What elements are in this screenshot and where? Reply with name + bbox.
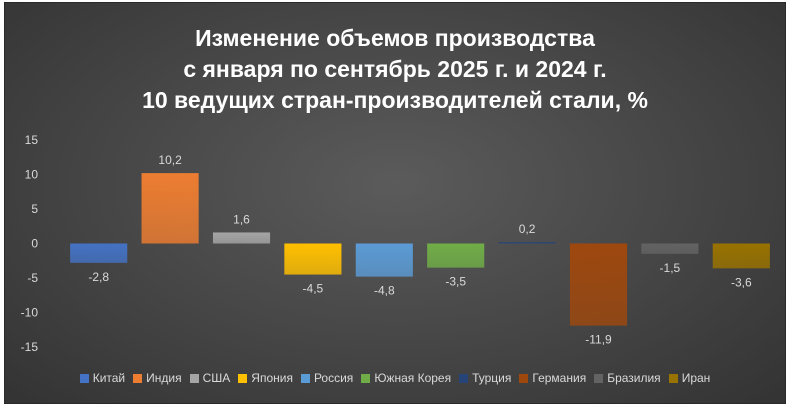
chart-legend: Китай Индия США Япония Россия Южная Корея Турц… (5, 371, 785, 385)
y-tick-label: -5 (27, 271, 38, 285)
legend-item: Германия (519, 371, 586, 385)
legend-item: США (189, 371, 231, 385)
legend-label: Иран (681, 371, 711, 385)
legend-label: Китай (92, 371, 126, 385)
legend-swatch (594, 373, 604, 383)
data-label: 10,2 (158, 153, 182, 167)
legend-label: Турция (472, 371, 512, 385)
y-tick-label: 0 (31, 237, 38, 251)
bar-9 (712, 243, 770, 269)
y-tick-label: -15 (21, 340, 39, 354)
data-label: -2,8 (88, 270, 109, 284)
legend-swatch (300, 373, 310, 383)
legend-label: Бразилия (607, 371, 661, 385)
bar-2 (212, 232, 271, 244)
legend-item: Турция (459, 371, 511, 385)
bar-7 (569, 243, 628, 326)
data-label: -11,9 (585, 333, 612, 347)
data-label: -3,5 (445, 275, 466, 289)
legend-item: Бразилия (594, 371, 661, 385)
legend-swatch (519, 373, 529, 383)
legend-swatch (361, 373, 371, 383)
bar-1 (141, 173, 199, 244)
legend-swatch (133, 373, 143, 383)
data-label: -1,5 (660, 261, 681, 275)
bar-8 (641, 243, 699, 254)
legend-label: США (202, 371, 231, 385)
data-label: 0,2 (519, 222, 536, 236)
y-tick-label: -10 (21, 306, 39, 320)
legend-label: Япония (251, 371, 293, 385)
data-label: -3,6 (731, 275, 752, 289)
legend-label: Индия (146, 371, 182, 385)
legend-swatch (459, 373, 469, 383)
legend-swatch (189, 373, 199, 383)
legend-label: Россия (313, 371, 354, 385)
data-label: -4,8 (374, 284, 395, 298)
y-tick-label: 10 (25, 168, 39, 182)
legend-swatch (79, 373, 89, 383)
legend-swatch (668, 373, 678, 383)
legend-item: Китай (79, 371, 126, 385)
legend-item: Южная Корея (361, 371, 451, 385)
bar-0 (70, 243, 128, 263)
chart-title-line-2: с января по сентябрь 2025 г. и 2024 г. (183, 56, 607, 82)
bar-4 (355, 243, 413, 277)
chart-area: 15 10 5 0 -5 -10 -15 -2,8 10,2 1,6 -4,5 -4,8 -3,5 0,2… (4, 2, 786, 404)
legend-item: Индия (133, 371, 182, 385)
chart-title-line-1: Изменение объемов производства (195, 25, 595, 51)
legend-label: Германия (532, 371, 587, 385)
legend-swatch (238, 373, 248, 383)
y-tick-label: 5 (31, 202, 38, 216)
data-label: 1,6 (233, 212, 250, 226)
bar-3 (284, 243, 342, 275)
bar-5 (427, 243, 485, 268)
legend-item: Иран (668, 371, 711, 385)
legend-item: Россия (300, 371, 354, 385)
y-tick-label: 15 (25, 133, 39, 147)
legend-item: Япония (238, 371, 293, 385)
bar-6 (498, 242, 556, 244)
chart-title-line-3: 10 ведущих стран-производителей стали, % (142, 87, 648, 113)
data-label: -4,5 (303, 282, 324, 296)
chart-title: Изменение объемов производства с января … (5, 23, 785, 116)
chart-plot: 15 10 5 0 -5 -10 -15 -2,8 10,2 1,6 -4,5 -4,8 -3,5 0,2… (21, 133, 770, 354)
legend-label: Южная Корея (374, 371, 452, 385)
